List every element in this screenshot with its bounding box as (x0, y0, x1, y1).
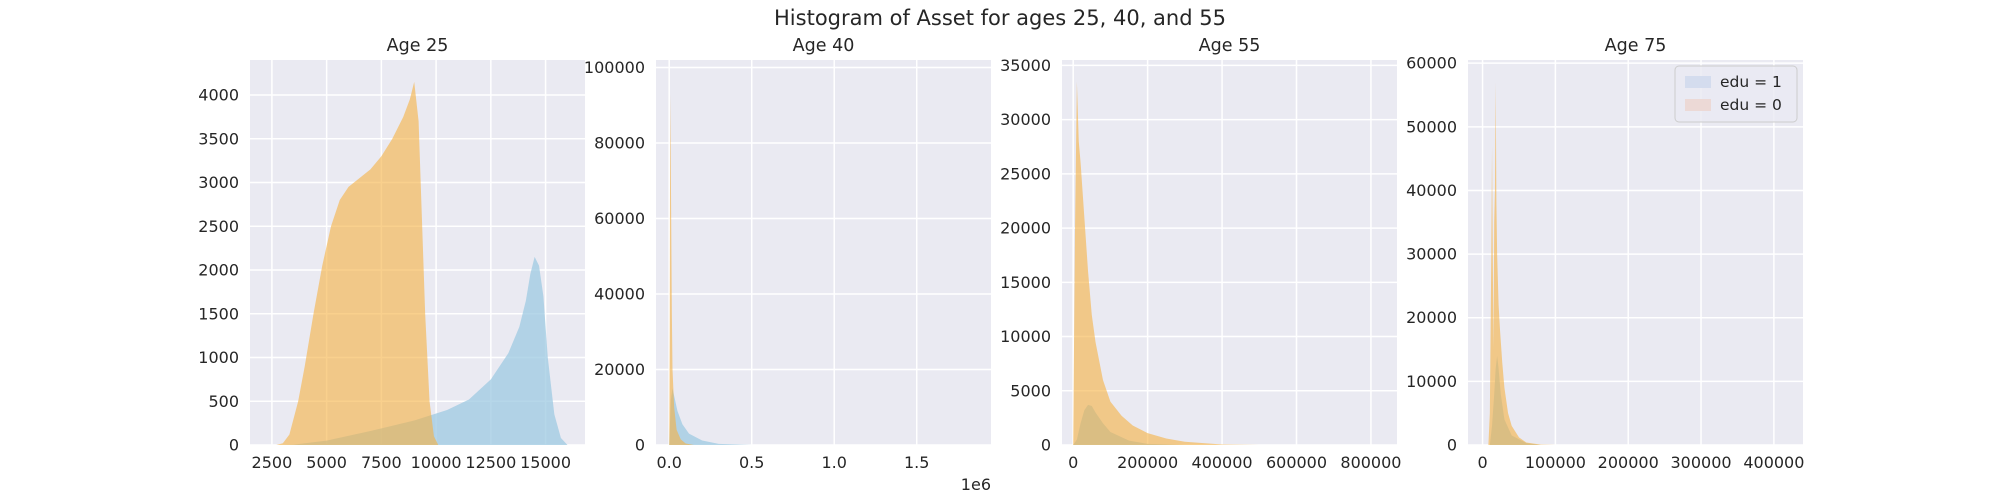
x-tick-label: 1.0 (822, 453, 847, 472)
legend-patch-edu1 (1685, 76, 1711, 88)
x-tick-label: 200000 (1117, 453, 1178, 472)
x-tick-label: 0.0 (656, 453, 681, 472)
x-tick-label: 300000 (1671, 453, 1732, 472)
y-tick-label: 5000 (1010, 381, 1051, 400)
x-tick-label: 5000 (306, 453, 347, 472)
histogram-edu0 (669, 93, 694, 446)
y-tick-label: 80000 (594, 134, 645, 153)
y-tick-label: 60000 (1406, 54, 1457, 73)
chart-panel-1: 2500 5000 7500 10000 12500 15000 0 500 1000 1500 2… (198, 36, 585, 472)
panel-title: Age 55 (1199, 36, 1261, 56)
y-tick-label: 0 (635, 436, 645, 455)
histogram-edu0 (1488, 82, 1556, 445)
panel-title: Age 40 (793, 36, 855, 56)
plot-background (1062, 60, 1397, 445)
x-tick-label: 15000 (520, 453, 571, 472)
y-tick-label: 1000 (198, 348, 239, 367)
histogram-edu1 (278, 256, 568, 445)
y-tick-label: 3000 (198, 173, 239, 192)
y-tick-label: 60000 (594, 209, 645, 228)
chart-panel-3: 0 200000 400000 600000 800000 0 5000 10000 15000… (1000, 36, 1401, 472)
y-tick-label: 25000 (1000, 164, 1051, 183)
y-tick-label: 40000 (594, 285, 645, 304)
x-offset-label: 1e6 (961, 475, 991, 494)
y-tick-label: 0 (1041, 436, 1051, 455)
y-tick-label: 2500 (198, 217, 239, 236)
y-tick-label: 35000 (1000, 56, 1051, 75)
x-tick-label: 800000 (1340, 453, 1401, 472)
x-tick-label: 400000 (1192, 453, 1253, 472)
y-tick-label: 20000 (1406, 308, 1457, 327)
y-tick-label: 1500 (198, 304, 239, 323)
x-tick-label: 0 (1477, 453, 1487, 472)
y-tick-label: 2000 (198, 261, 239, 280)
legend: edu = 1 edu = 0 (1674, 65, 1798, 123)
figure-title: Histogram of Asset for ages 25, 40, and … (774, 6, 1226, 30)
x-tick-label: 2500 (252, 453, 293, 472)
y-tick-label: 50000 (1406, 117, 1457, 136)
x-tick-label: 400000 (1743, 453, 1804, 472)
y-tick-label: 0 (229, 436, 239, 455)
y-tick-label: 4000 (198, 86, 239, 105)
y-tick-label: 30000 (1406, 245, 1457, 264)
legend-label-edu0: edu = 0 (1720, 96, 1782, 114)
chart-panel-4: 0 100000 200000 300000 400000 0 10000 20000 3000… (1406, 36, 1804, 472)
y-tick-label: 40000 (1406, 181, 1457, 200)
x-tick-label: 12500 (465, 453, 516, 472)
y-tick-label: 20000 (594, 360, 645, 379)
x-tick-label: 100000 (1525, 453, 1586, 472)
y-tick-label: 100000 (584, 58, 645, 77)
y-tick-label: 15000 (1000, 273, 1051, 292)
y-tick-label: 0 (1447, 436, 1457, 455)
x-tick-label: 7500 (361, 453, 402, 472)
y-tick-label: 20000 (1000, 219, 1051, 238)
y-tick-label: 500 (208, 392, 239, 411)
x-tick-label: 1.5 (904, 453, 929, 472)
x-tick-label: 10000 (411, 453, 462, 472)
legend-label-edu1: edu = 1 (1720, 73, 1782, 91)
x-tick-label: 0 (1068, 453, 1078, 472)
histogram-edu0 (1073, 81, 1260, 446)
y-tick-label: 30000 (1000, 110, 1051, 129)
panel-title: Age 75 (1605, 36, 1667, 56)
x-tick-label: 200000 (1598, 453, 1659, 472)
chart-panel-2: 0.0 0.5 1.0 1.5 0 20000 40000 60000 80000 100000 A… (584, 36, 991, 494)
histogram-edu0 (276, 81, 439, 445)
y-tick-label: 10000 (1406, 372, 1457, 391)
legend-patch-edu0 (1685, 99, 1711, 111)
plot-background (656, 60, 991, 445)
x-tick-label: 600000 (1266, 453, 1327, 472)
x-tick-label: 0.5 (739, 453, 764, 472)
panel-title: Age 25 (387, 36, 449, 56)
y-tick-label: 3500 (198, 129, 239, 148)
y-tick-label: 10000 (1000, 327, 1051, 346)
